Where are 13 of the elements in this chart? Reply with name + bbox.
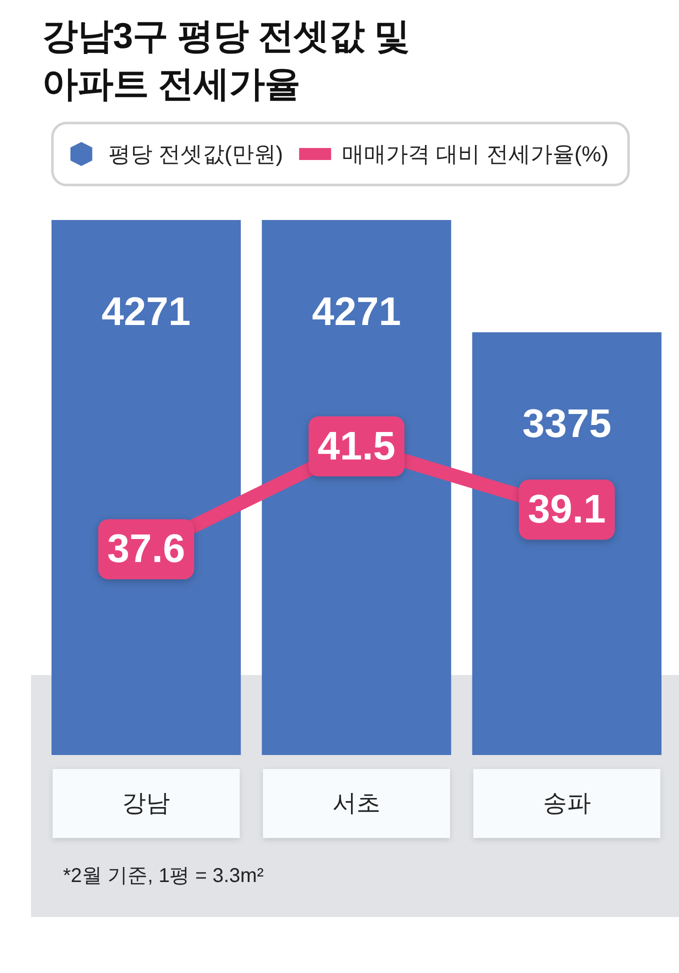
x-tick-label: 서초 — [332, 790, 380, 817]
x-tick-label: 강남 — [122, 790, 170, 817]
data-label: 4271 — [312, 290, 401, 334]
legend-label: 매매가격 대비 전세가율(%) — [342, 142, 609, 166]
data-label: 39.1 — [528, 488, 606, 532]
x-tick-label: 송파 — [542, 790, 591, 817]
chart-title: 강남3구 평당 전셋값 및 아파트 전세가율 — [42, 14, 411, 106]
text: *2월 기준, 1평 = 3.3m² — [63, 864, 264, 889]
data-label: 4271 — [102, 290, 191, 334]
data-label: 3375 — [522, 402, 612, 446]
data-label: 41.5 — [318, 424, 396, 468]
data-label: 37.6 — [107, 527, 186, 572]
legend-label: 평당 전셋값(만원) — [108, 142, 284, 166]
